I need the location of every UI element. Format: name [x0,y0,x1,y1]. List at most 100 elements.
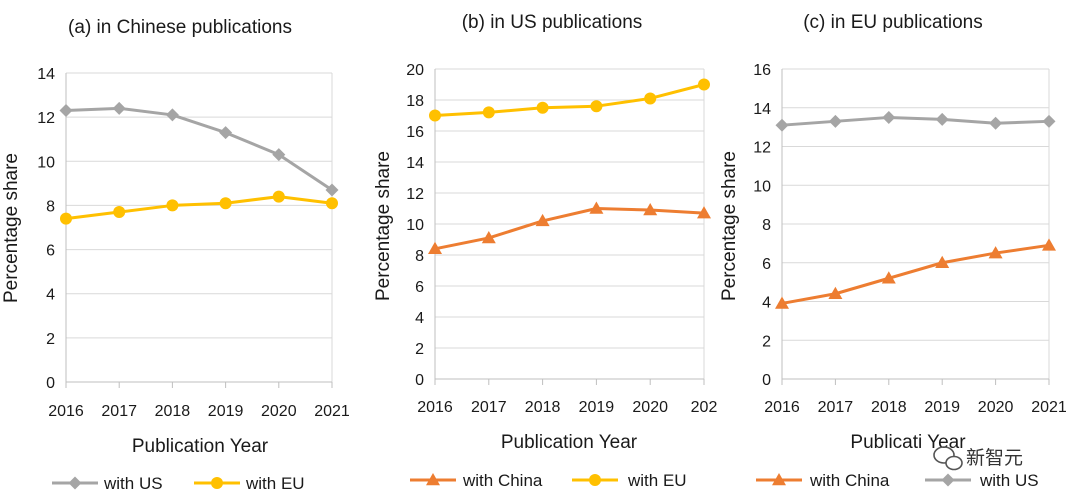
legend-label: with China [462,471,543,490]
y-tick-label: 16 [406,124,424,141]
data-point [989,116,1003,130]
legend-label: with EU [627,471,687,490]
data-point [1042,114,1056,128]
x-tick-label: 2016 [764,399,800,416]
x-tick-label: 2016 [48,403,84,420]
wechat-icon-bubble [945,455,963,471]
series-with-china [775,238,1056,309]
data-point [112,101,126,115]
series-with-china [428,201,711,255]
watermark-text: 新智元 [966,447,1023,469]
y-tick-label: 8 [46,198,55,215]
data-point [935,112,949,126]
data-point [536,101,549,114]
series-line [434,83,705,117]
data-point [643,203,658,216]
data-point [165,108,179,122]
data-point [828,286,843,299]
chart-panel-1: 0 2 4 6 8 10 12 14 2016 2017 2018 2019 2020 2021 with … [1,17,350,493]
data-point [828,114,842,128]
x-tick-label: 2021 [1031,399,1067,416]
y-tick-label: 0 [46,375,55,392]
chart-panel-2: 0 2 4 6 8 10 12 14 16 18 20 2016 2017 2018 2019 2020 202… [373,12,717,490]
data-point [60,212,72,225]
series-with-eu [429,78,710,122]
y-tick-label: 10 [37,154,55,171]
series-with-eu [60,190,338,225]
data-point [113,206,126,219]
y-tick-label: 6 [762,256,771,273]
data-point [219,126,233,140]
data-point [429,109,441,122]
x-tick-label: 2019 [924,399,960,416]
x-tick-label: 2016 [417,399,453,416]
data-point [589,201,604,214]
legend-marker [589,474,601,486]
y-axis-title: Percentage share [373,151,394,301]
data-point [644,92,657,105]
y-tick-label: 14 [37,66,55,83]
y-tick-label: 14 [753,101,771,118]
y-tick-label: 0 [762,372,771,389]
y-tick-label: 20 [406,62,424,79]
data-point [166,199,179,212]
y-tick-label: 4 [762,295,771,312]
x-tick-label: 2021 [314,403,350,420]
data-point [1042,238,1056,251]
y-tick-label: 0 [415,372,424,389]
data-point [325,183,339,197]
data-point [988,246,1003,259]
data-point [482,106,495,119]
y-tick-label: 8 [762,217,771,234]
y-axis-title: Percentage share [719,151,740,301]
data-point [882,110,896,124]
data-point [698,78,710,91]
data-point [272,148,286,162]
y-tick-label: 8 [415,248,424,265]
legend-label: with US [979,471,1039,490]
x-tick-label: 2019 [208,403,244,420]
data-point [935,255,950,268]
legend-marker [941,473,955,487]
y-tick-label: 10 [753,178,771,195]
x-axis-title: Publication Year [132,436,269,457]
data-point [775,118,789,132]
chart-title: (b) in US publications [462,12,643,33]
series-line [781,243,1050,305]
y-tick-label: 12 [37,110,55,127]
legend-entry: with US [925,471,1039,490]
watermark: 新智元 [933,446,1023,471]
x-tick-label: 2018 [525,399,561,416]
legend-marker [68,476,82,490]
y-tick-label: 6 [415,279,424,296]
y-tick-label: 12 [406,186,424,203]
chart-title: (a) in Chinese publications [68,17,292,38]
legend-entry: with US [52,474,163,493]
x-axis-title: Publicati Year [850,432,966,453]
series-with-us [775,110,1056,132]
legend-marker [772,473,786,486]
wechat-icon [933,446,963,471]
legend-label: with US [103,474,163,493]
series-with-us [59,101,339,197]
x-tick-label: 2019 [579,399,615,416]
y-tick-label: 18 [406,93,424,110]
data-point [775,296,789,309]
x-tick-label: 2017 [101,403,137,420]
legend-marker [211,477,223,489]
chart-panel-3: 0 2 4 6 8 10 12 14 16 2016 2017 2018 2019 2020 2021 wit… [719,12,1067,490]
data-point [428,241,442,255]
data-point [535,213,550,227]
x-tick-label: 2020 [261,403,297,420]
x-tick-label: 2020 [978,399,1014,416]
series-line [65,106,333,192]
series-line [781,115,1050,127]
x-tick-label: 2017 [471,399,507,416]
legend-entry: with China [410,471,543,490]
data-point [590,100,603,113]
y-tick-label: 10 [406,217,424,234]
x-tick-label: 2018 [155,403,191,420]
legend-entry: with EU [194,474,305,493]
legend-label: with EU [245,474,305,493]
